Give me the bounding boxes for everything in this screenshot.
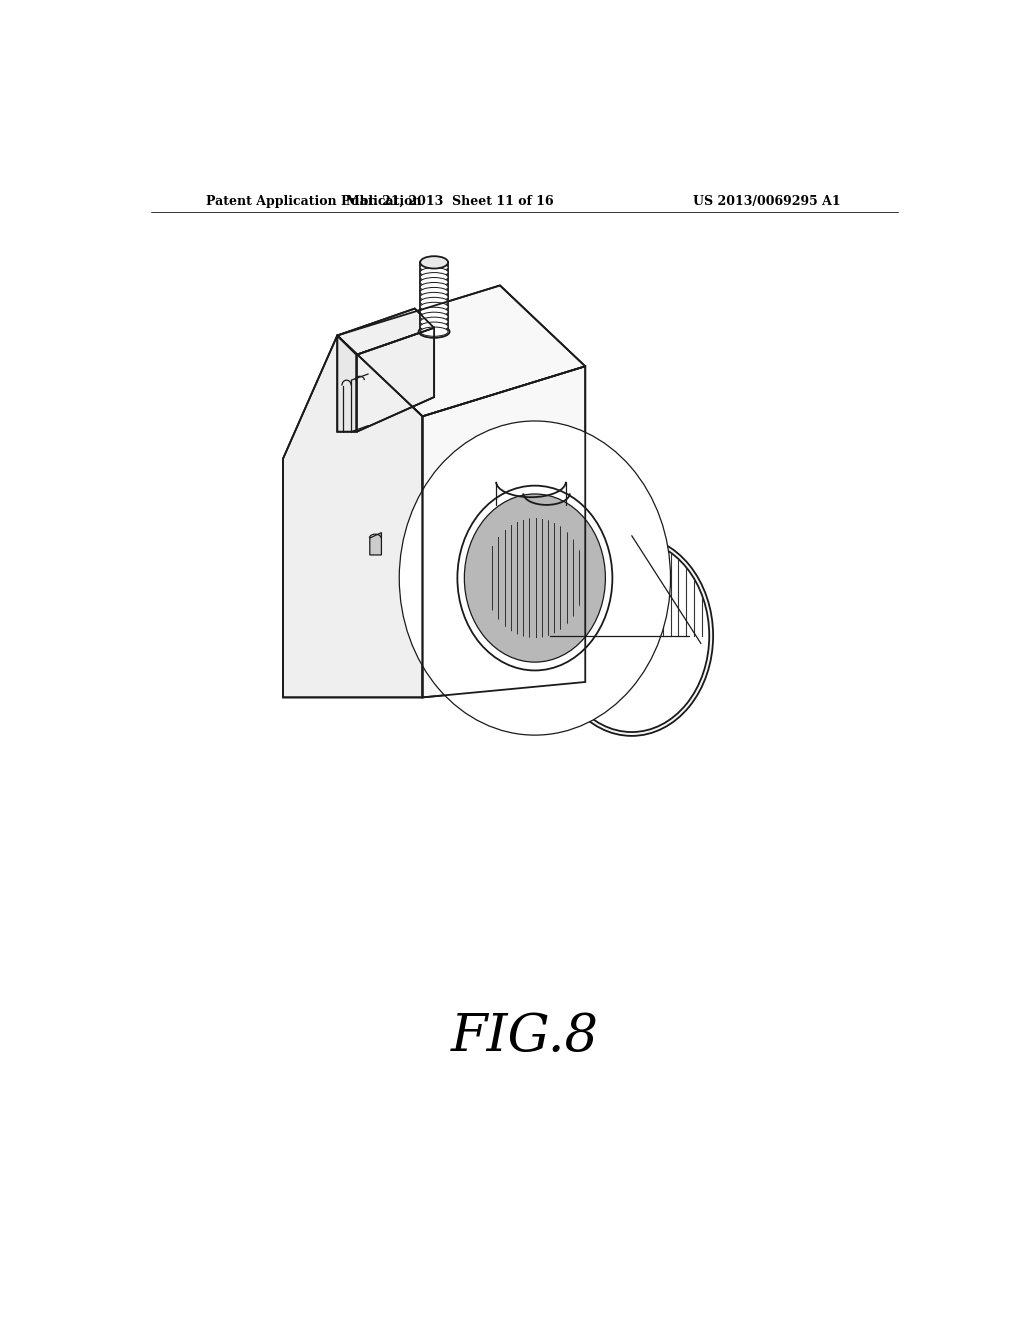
Ellipse shape	[420, 308, 449, 317]
Text: FIG.8: FIG.8	[451, 1011, 599, 1061]
Ellipse shape	[420, 327, 449, 337]
Polygon shape	[337, 285, 586, 416]
Ellipse shape	[438, 562, 461, 686]
Ellipse shape	[420, 273, 449, 281]
Ellipse shape	[420, 288, 449, 297]
Ellipse shape	[399, 421, 671, 735]
Ellipse shape	[420, 317, 449, 326]
Ellipse shape	[420, 268, 449, 277]
Polygon shape	[337, 335, 356, 432]
Ellipse shape	[420, 302, 449, 312]
Ellipse shape	[550, 536, 713, 737]
Text: Mar. 21, 2013  Sheet 11 of 16: Mar. 21, 2013 Sheet 11 of 16	[346, 195, 553, 209]
Ellipse shape	[464, 494, 605, 663]
Polygon shape	[423, 367, 586, 697]
Ellipse shape	[420, 282, 449, 292]
Polygon shape	[370, 533, 381, 554]
Ellipse shape	[420, 322, 449, 331]
Ellipse shape	[419, 326, 450, 338]
Ellipse shape	[420, 257, 449, 267]
Polygon shape	[283, 335, 423, 697]
Polygon shape	[356, 327, 434, 432]
Ellipse shape	[554, 540, 710, 733]
Ellipse shape	[458, 486, 612, 671]
Ellipse shape	[420, 277, 449, 286]
Ellipse shape	[420, 293, 449, 302]
Ellipse shape	[420, 313, 449, 322]
Ellipse shape	[575, 601, 641, 671]
Text: US 2013/0069295 A1: US 2013/0069295 A1	[693, 195, 841, 209]
Ellipse shape	[420, 256, 449, 268]
Text: Patent Application Publication: Patent Application Publication	[206, 195, 421, 209]
Ellipse shape	[484, 517, 586, 638]
Ellipse shape	[420, 297, 449, 306]
Polygon shape	[337, 309, 434, 355]
Ellipse shape	[420, 263, 449, 272]
